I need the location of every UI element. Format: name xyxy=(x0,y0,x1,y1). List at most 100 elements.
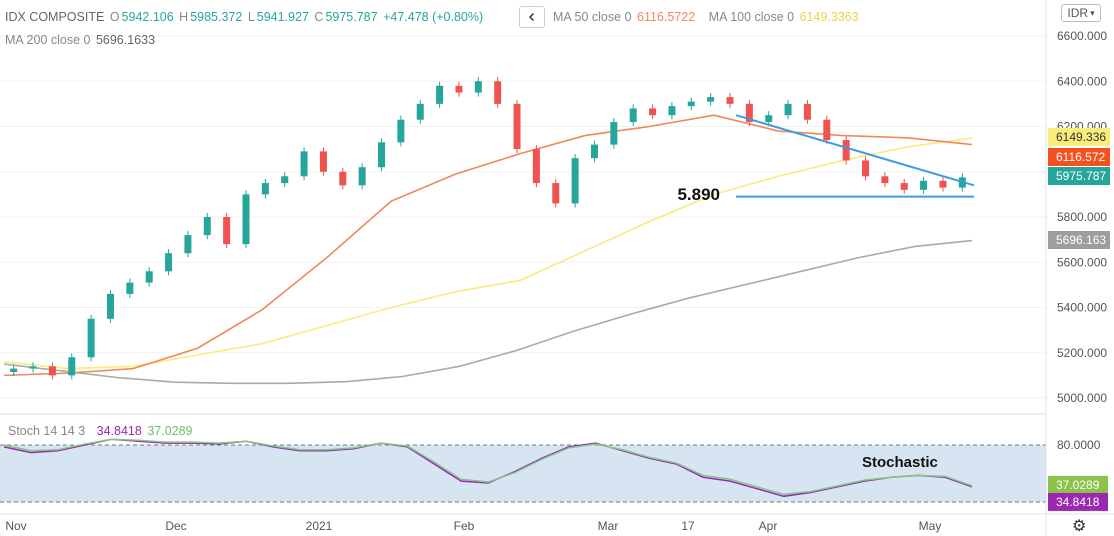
close-price-badge-text: 5975.787 xyxy=(1056,169,1106,183)
ma50-label: MA 50 close 0 xyxy=(553,10,632,24)
candle-up xyxy=(920,180,928,190)
y-tick-label: 5200.000 xyxy=(1057,346,1107,360)
candle-down xyxy=(494,81,502,104)
ma100-price-badge xyxy=(1048,128,1110,146)
stoch-band xyxy=(0,445,1046,502)
candle-up xyxy=(300,151,308,177)
candle-up xyxy=(571,158,579,204)
ma100-label: MA 100 close 0 xyxy=(708,10,795,24)
ma100-price-badge-text: 6149.336 xyxy=(1056,130,1106,144)
candle-up xyxy=(261,183,269,195)
candle-down xyxy=(939,180,947,188)
y-tick-label: 5000.000 xyxy=(1057,391,1107,405)
low-key: L xyxy=(247,10,255,24)
candle-up xyxy=(145,271,153,283)
y-tick-label: 5800.000 xyxy=(1057,210,1107,224)
chevron-left-icon xyxy=(528,12,535,22)
stoch-y-tick: 80.0000 xyxy=(1057,438,1101,452)
candle-down xyxy=(862,160,870,177)
ma50-price-badge-text: 6116.572 xyxy=(1056,150,1105,164)
open-value: 5942.106 xyxy=(121,10,174,24)
candle-down xyxy=(900,183,908,190)
candle-up xyxy=(10,368,18,372)
candle-up xyxy=(87,318,95,358)
candle-up xyxy=(707,97,715,102)
candle-down xyxy=(726,97,734,104)
candle-down xyxy=(803,103,811,120)
x-tick-label: 2021 xyxy=(306,519,333,533)
candle-up xyxy=(378,142,386,168)
currency-label: IDR xyxy=(1067,6,1089,20)
x-tick-label: Mar xyxy=(598,519,619,533)
ma50-price-badge xyxy=(1048,148,1110,166)
ma200-price-badge xyxy=(1048,231,1110,249)
candle-down xyxy=(881,176,889,184)
candle-down xyxy=(532,149,540,184)
candle-down xyxy=(823,119,831,141)
stoch-k-value: 34.8418 xyxy=(96,424,142,438)
resistance-trendline xyxy=(735,114,975,187)
stoch-d-badge xyxy=(1048,475,1108,494)
candle-down xyxy=(745,103,753,122)
candle-up xyxy=(106,293,114,319)
candle-down xyxy=(48,366,56,376)
stochastic-annotation: Stochastic xyxy=(862,454,938,471)
ma50-line xyxy=(3,114,973,377)
stoch-k-line xyxy=(3,438,973,498)
close-value: 5975.787 xyxy=(325,10,378,24)
candle-up xyxy=(281,176,289,184)
gear-icon[interactable]: ⚙ xyxy=(1072,518,1087,535)
ma200-price-badge-text: 5696.163 xyxy=(1056,233,1106,247)
high-key: H xyxy=(179,10,189,24)
candle-up xyxy=(629,108,637,122)
candle-up xyxy=(242,194,250,245)
high-value: 5985.372 xyxy=(190,10,243,24)
change-value: +47.478 (+0.80%) xyxy=(383,10,484,24)
symbol-name: IDX COMPOSITE xyxy=(5,10,105,24)
stoch-legend: Stoch 14 14 3 34.8418 37.0289 xyxy=(8,424,195,438)
candle-up xyxy=(610,121,618,145)
ma50-value: 6116.5722 xyxy=(637,10,696,24)
candle-up xyxy=(416,103,424,120)
close-price-badge xyxy=(1048,167,1110,185)
x-tick-label: Feb xyxy=(454,519,475,533)
candle-up xyxy=(765,115,773,122)
close-key: C xyxy=(314,10,324,24)
y-tick-label: 5400.000 xyxy=(1057,301,1107,315)
x-tick-label: May xyxy=(919,519,942,533)
candle-up xyxy=(474,81,482,93)
ma-legend: MA 50 close 0 6116.5722 MA 100 close 0 6… xyxy=(553,10,861,24)
ma200-value: 5696.1633 xyxy=(95,33,156,47)
candle-up xyxy=(203,217,211,236)
collapse-legend-button[interactable] xyxy=(519,6,545,28)
ma100-value: 6149.3363 xyxy=(799,10,859,24)
x-tick-label: Apr xyxy=(759,519,778,533)
ma200-label: MA 200 close 0 xyxy=(5,33,91,47)
candle-up xyxy=(784,103,792,116)
y-tick-label: 5600.000 xyxy=(1057,255,1107,269)
candle-down xyxy=(842,140,850,161)
candle-down xyxy=(339,171,347,186)
candle-up xyxy=(687,101,695,107)
candle-up xyxy=(165,253,173,272)
x-tick-label: 17 xyxy=(681,519,695,533)
low-value: 5941.927 xyxy=(256,10,309,24)
candle-up xyxy=(590,144,598,159)
support-annotation: 5.890 xyxy=(677,185,720,204)
candle-down xyxy=(649,108,657,116)
candle-up xyxy=(126,282,134,294)
stoch-k-badge xyxy=(1048,492,1108,511)
stoch-d-line xyxy=(3,438,973,496)
candle-up xyxy=(184,235,192,254)
stoch-d-value: 37.0289 xyxy=(147,424,193,438)
currency-selector[interactable]: IDR ▾ xyxy=(1061,4,1101,22)
y-tick-label: 6600.000 xyxy=(1057,29,1107,43)
x-tick-label: Dec xyxy=(165,519,186,533)
candle-down xyxy=(223,217,231,245)
ohlc-legend: IDX COMPOSITE O 5942.106 H 5985.372 L 5941.… xyxy=(5,10,485,24)
stoch-d-badge-text: 37.0289 xyxy=(1056,478,1100,492)
candle-up xyxy=(397,119,405,143)
candle-up xyxy=(358,167,366,186)
open-key: O xyxy=(109,10,120,24)
